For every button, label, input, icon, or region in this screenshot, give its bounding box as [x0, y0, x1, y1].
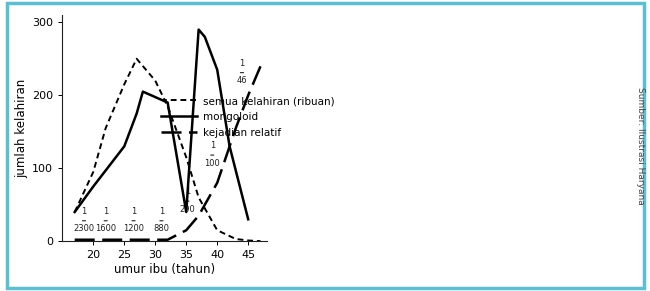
Text: 2300: 2300 [73, 224, 94, 233]
Text: 100: 100 [204, 159, 220, 168]
X-axis label: umur ibu (tahun): umur ibu (tahun) [114, 263, 215, 276]
Text: 1600: 1600 [95, 224, 116, 233]
Legend: semua kelahiran (ribuan), mongoloid, kejadian relatif: semua kelahiran (ribuan), mongoloid, kej… [157, 92, 339, 142]
Text: 1: 1 [185, 187, 190, 196]
Text: 1: 1 [81, 207, 86, 216]
Text: 1: 1 [159, 207, 164, 216]
Text: 1: 1 [239, 58, 244, 68]
Text: 1200: 1200 [123, 224, 144, 233]
Text: 290: 290 [179, 205, 196, 214]
Text: Sumber: Ilustrasi Haryana: Sumber: Ilustrasi Haryana [636, 87, 645, 204]
Y-axis label: jumlah kelahiran: jumlah kelahiran [15, 79, 28, 178]
Text: 1: 1 [210, 141, 215, 150]
Text: 1: 1 [103, 207, 109, 216]
Text: 1: 1 [131, 207, 136, 216]
Text: 46: 46 [237, 76, 247, 85]
Text: 880: 880 [153, 224, 170, 233]
